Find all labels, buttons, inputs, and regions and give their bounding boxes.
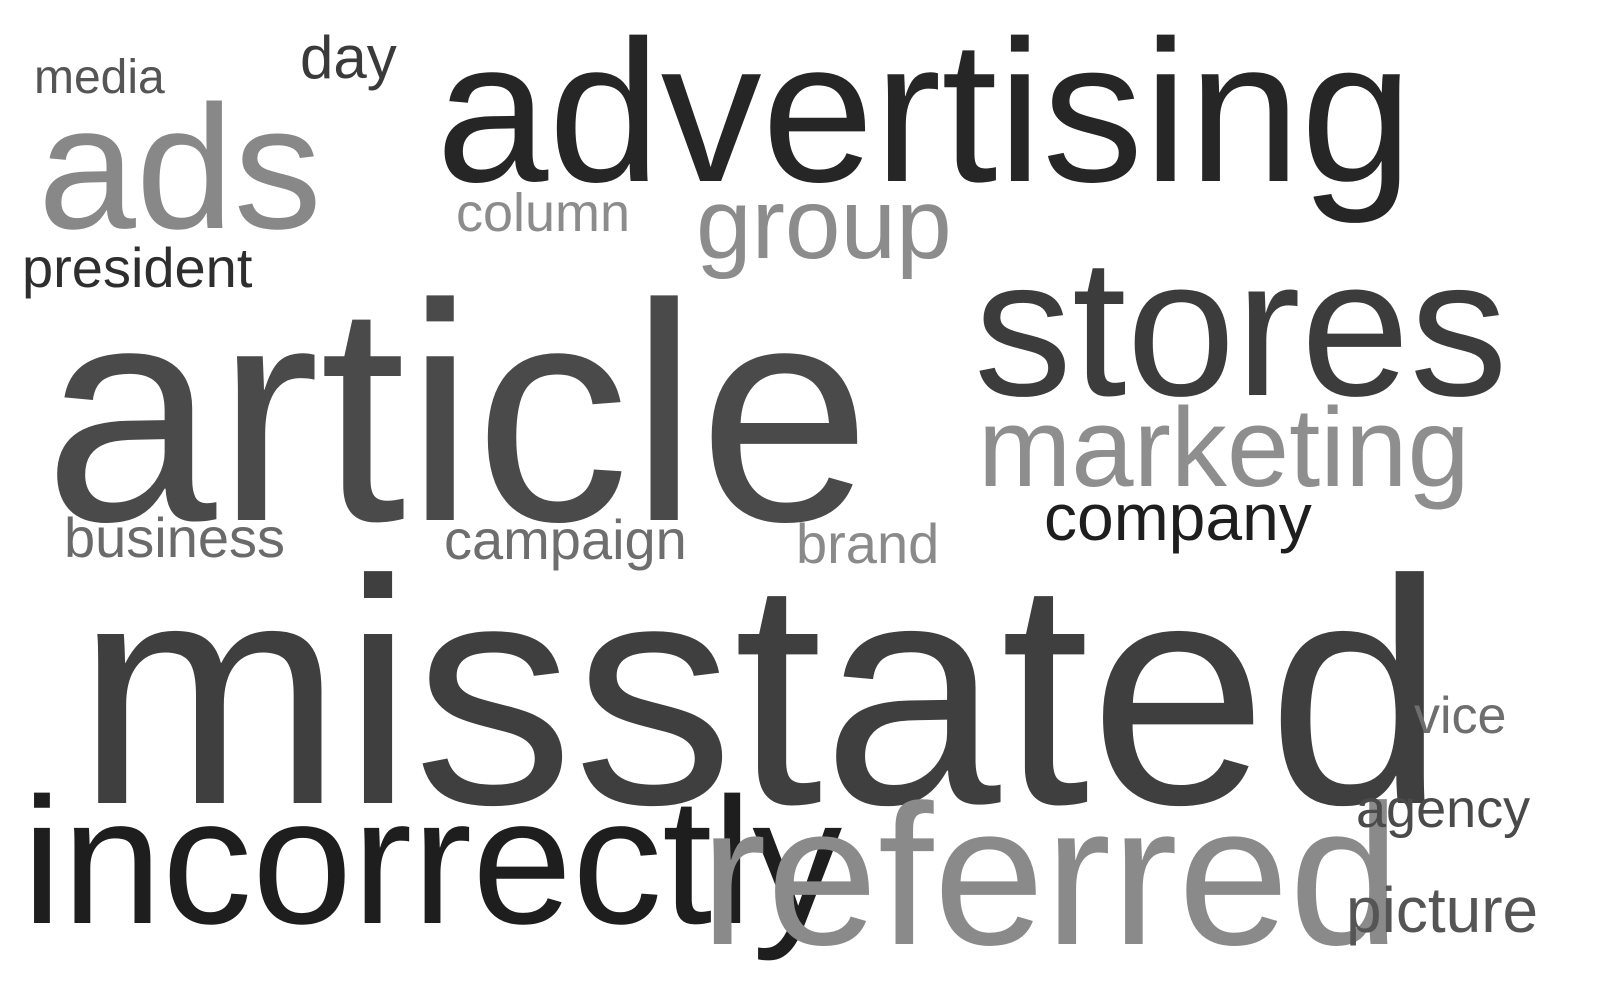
word-brand: brand [796,512,940,575]
word-referred: referred [700,764,1401,987]
word-company: company [1044,480,1312,554]
word-stores: stores [974,218,1508,437]
word-article: article [44,239,871,586]
word-media: media [34,51,165,104]
word-marketing: marketing [978,385,1470,510]
word-group: group [696,168,952,280]
word-campaign: campaign [444,508,687,571]
word-president: president [22,236,253,299]
word-misstated: misstated [76,513,1446,871]
word-picture: picture [1346,874,1539,946]
word-day: day [300,24,397,91]
word-business: business [64,506,286,569]
word-column: column [456,183,631,243]
word-agency: agency [1356,779,1531,839]
word-incorrectly: incorrectly [22,761,843,962]
word-ads: ads [38,70,322,266]
word-vice: vice [1414,687,1507,745]
word-advertising: advertising [436,0,1413,224]
